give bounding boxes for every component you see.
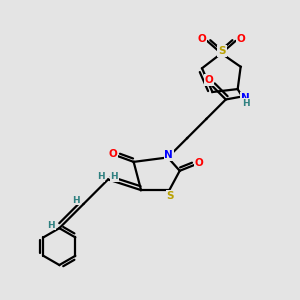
Text: O: O <box>197 34 206 44</box>
Text: H: H <box>110 172 118 181</box>
Text: H: H <box>73 196 80 205</box>
Text: O: O <box>205 75 214 85</box>
Text: H: H <box>97 172 104 181</box>
Text: N: N <box>164 150 173 160</box>
Text: O: O <box>195 158 203 168</box>
Text: S: S <box>167 191 174 201</box>
Text: N: N <box>241 93 250 103</box>
Text: H: H <box>47 221 55 230</box>
Text: O: O <box>237 34 245 44</box>
Text: H: H <box>242 98 250 107</box>
Text: S: S <box>218 46 226 56</box>
Text: O: O <box>109 149 117 160</box>
